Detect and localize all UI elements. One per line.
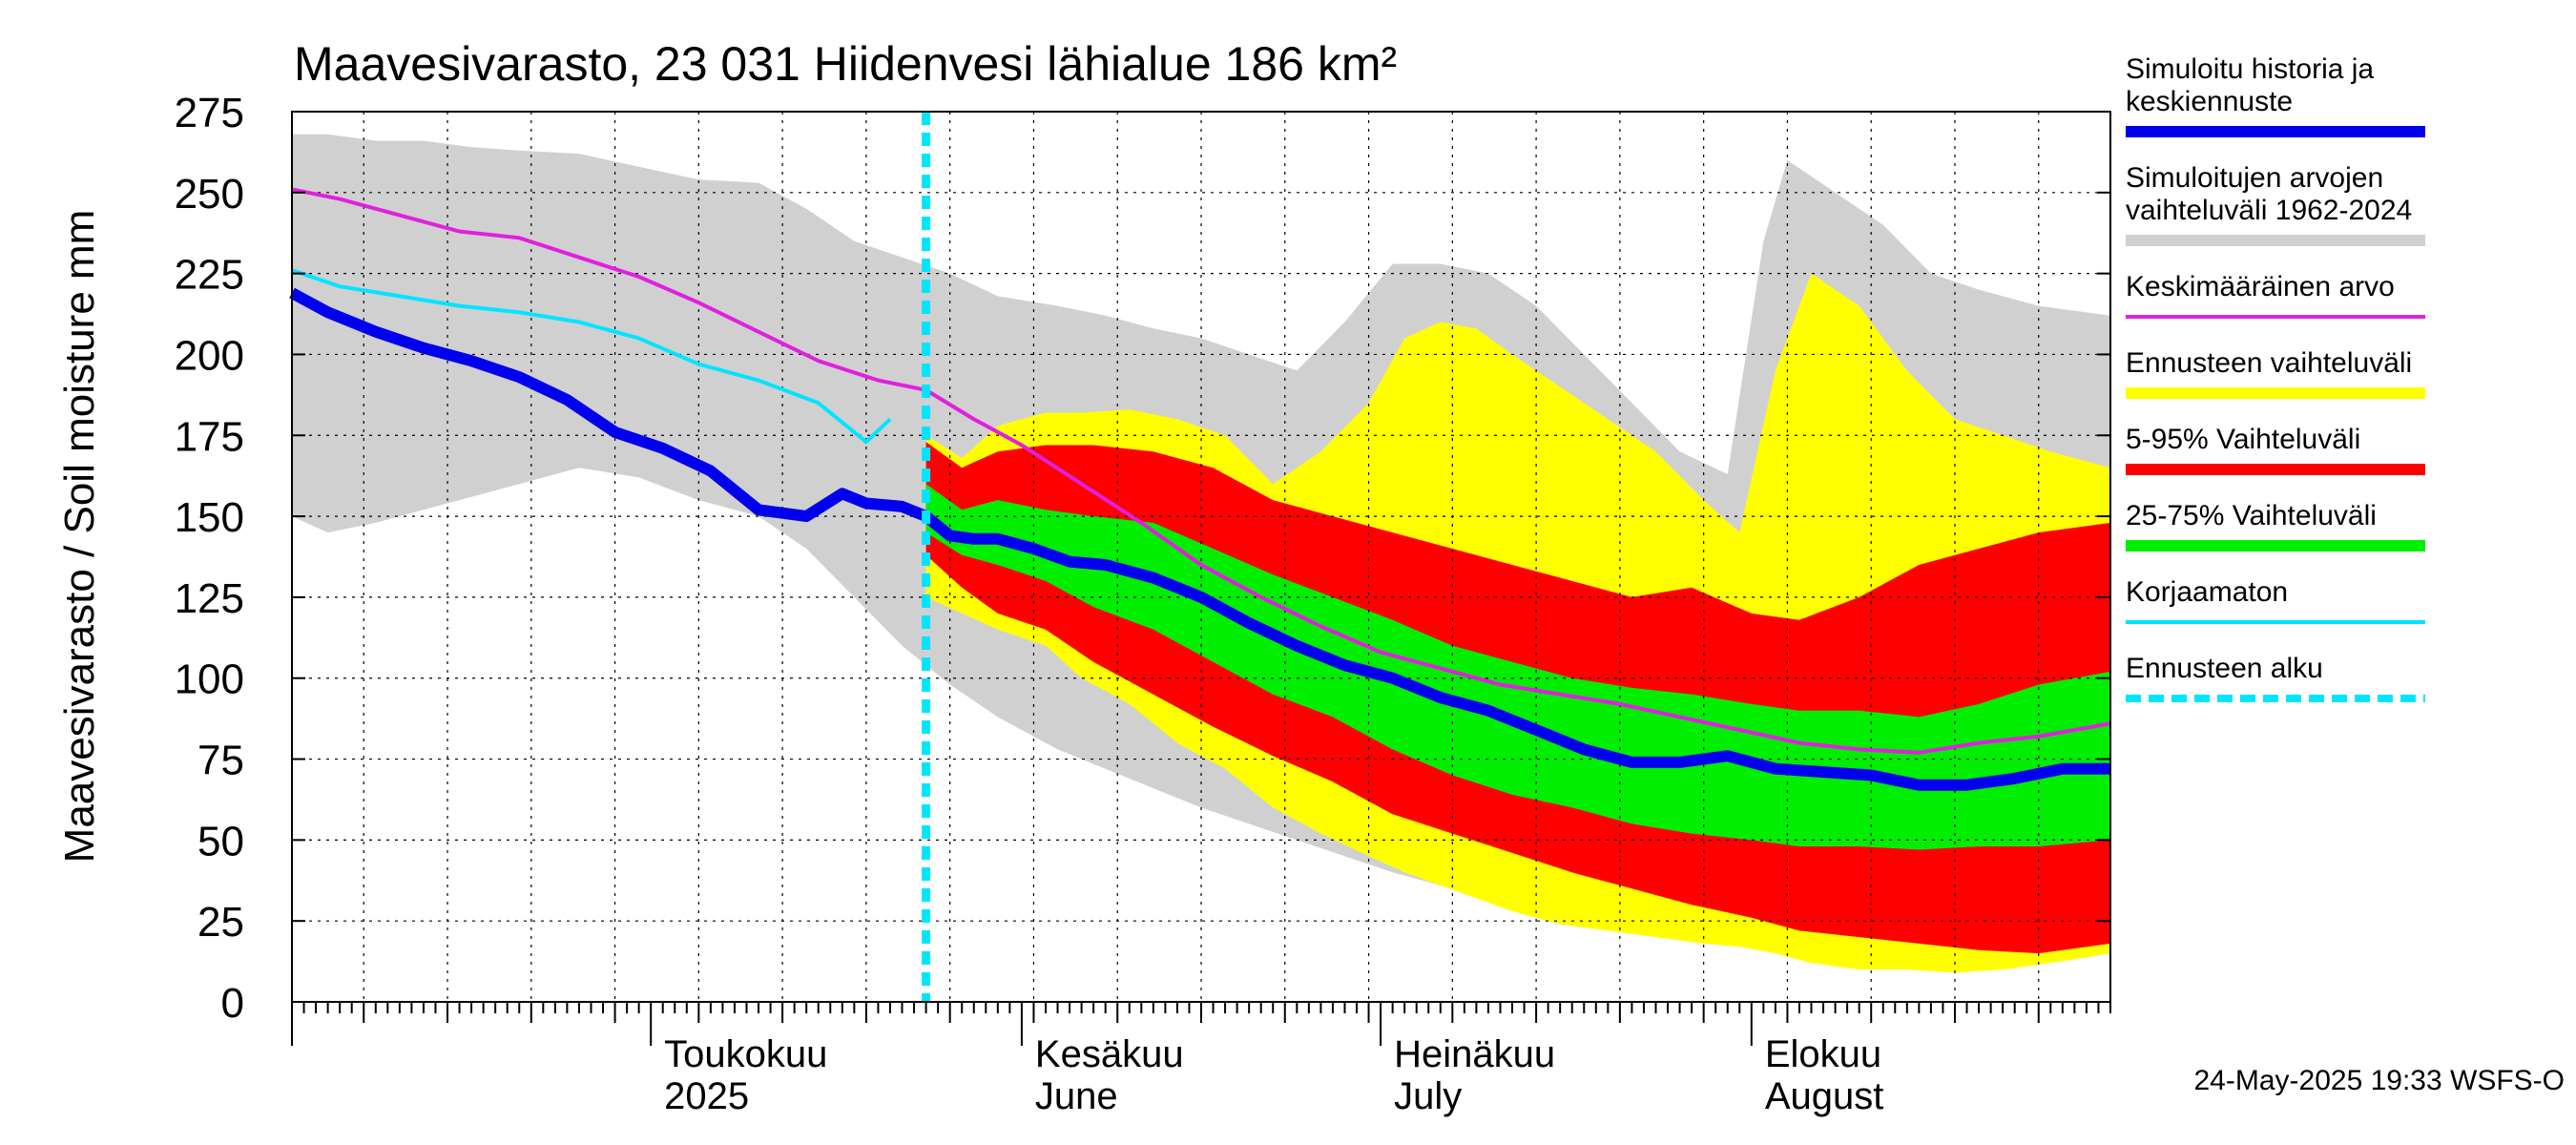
chart-title: Maavesivarasto, 23 031 Hiidenvesi lähial… [294,37,1397,91]
y-tick-label-200: 200 [175,332,244,379]
y-tick-label-125: 125 [175,575,244,622]
legend-label-7: Ennusteen alku [2126,653,2323,684]
uncorrected-line [291,268,892,445]
legend-label-0: Simuloitu historia ja [2126,53,2374,85]
legend-label-0: keskiennuste [2126,86,2293,117]
legend-label-5: 25-75% Vaihteluväli [2126,500,2377,531]
y-tick-label-150: 150 [175,494,244,541]
month-sublabel-july: July [1394,1075,1462,1117]
y-tick-label-275: 275 [175,90,244,136]
axes: 0 25 50 75 100 125 150 175 200 225 250 275 Toukokuu2… [175,90,2111,1117]
legend-label-3: Ennusteen vaihteluväli [2126,347,2412,379]
y-tick-label-250: 250 [175,171,244,218]
y-tick-label-0: 0 [221,980,244,1027]
month-label-toukokuu: Toukokuu [664,1033,827,1075]
grid-lines [292,112,2110,1002]
month-sublabel-august: August [1765,1075,1884,1117]
y-tick-label-25: 25 [197,899,244,946]
y-axis-label: Maavesivarasto / Soil moisture mm [56,210,103,864]
y-tick-label-175: 175 [175,413,244,460]
simulated-history-forecast-line [289,287,2110,791]
legend-label-2: Keskimääräinen arvo [2126,271,2395,302]
y-tick-label-50: 50 [197,818,244,864]
month-label-kesäkuu: Kesäkuu [1035,1033,1184,1075]
timestamp: 24-May-2025 19:33 WSFS-O [2194,1065,2566,1096]
y-tick-label-100: 100 [175,656,244,703]
month-sublabel-2025: 2025 [664,1075,749,1117]
month-sublabel-june: June [1035,1075,1118,1117]
legend-label-1: Simuloitujen arvojen [2126,162,2383,194]
range-bands [292,134,2110,973]
y-tick-label-75: 75 [197,738,244,784]
y-tick-label-225: 225 [175,252,244,299]
month-label-elokuu: Elokuu [1765,1033,1881,1075]
series-lines [289,112,2111,1002]
legend-label-4: 5-95% Vaihteluväli [2126,424,2360,455]
legend-label-1: vaihteluväli 1962-2024 [2126,195,2412,226]
month-label-heinäkuu: Heinäkuu [1394,1033,1555,1075]
mean-value-line [291,187,2111,755]
legend-label-6: Korjaamaton [2126,576,2288,608]
